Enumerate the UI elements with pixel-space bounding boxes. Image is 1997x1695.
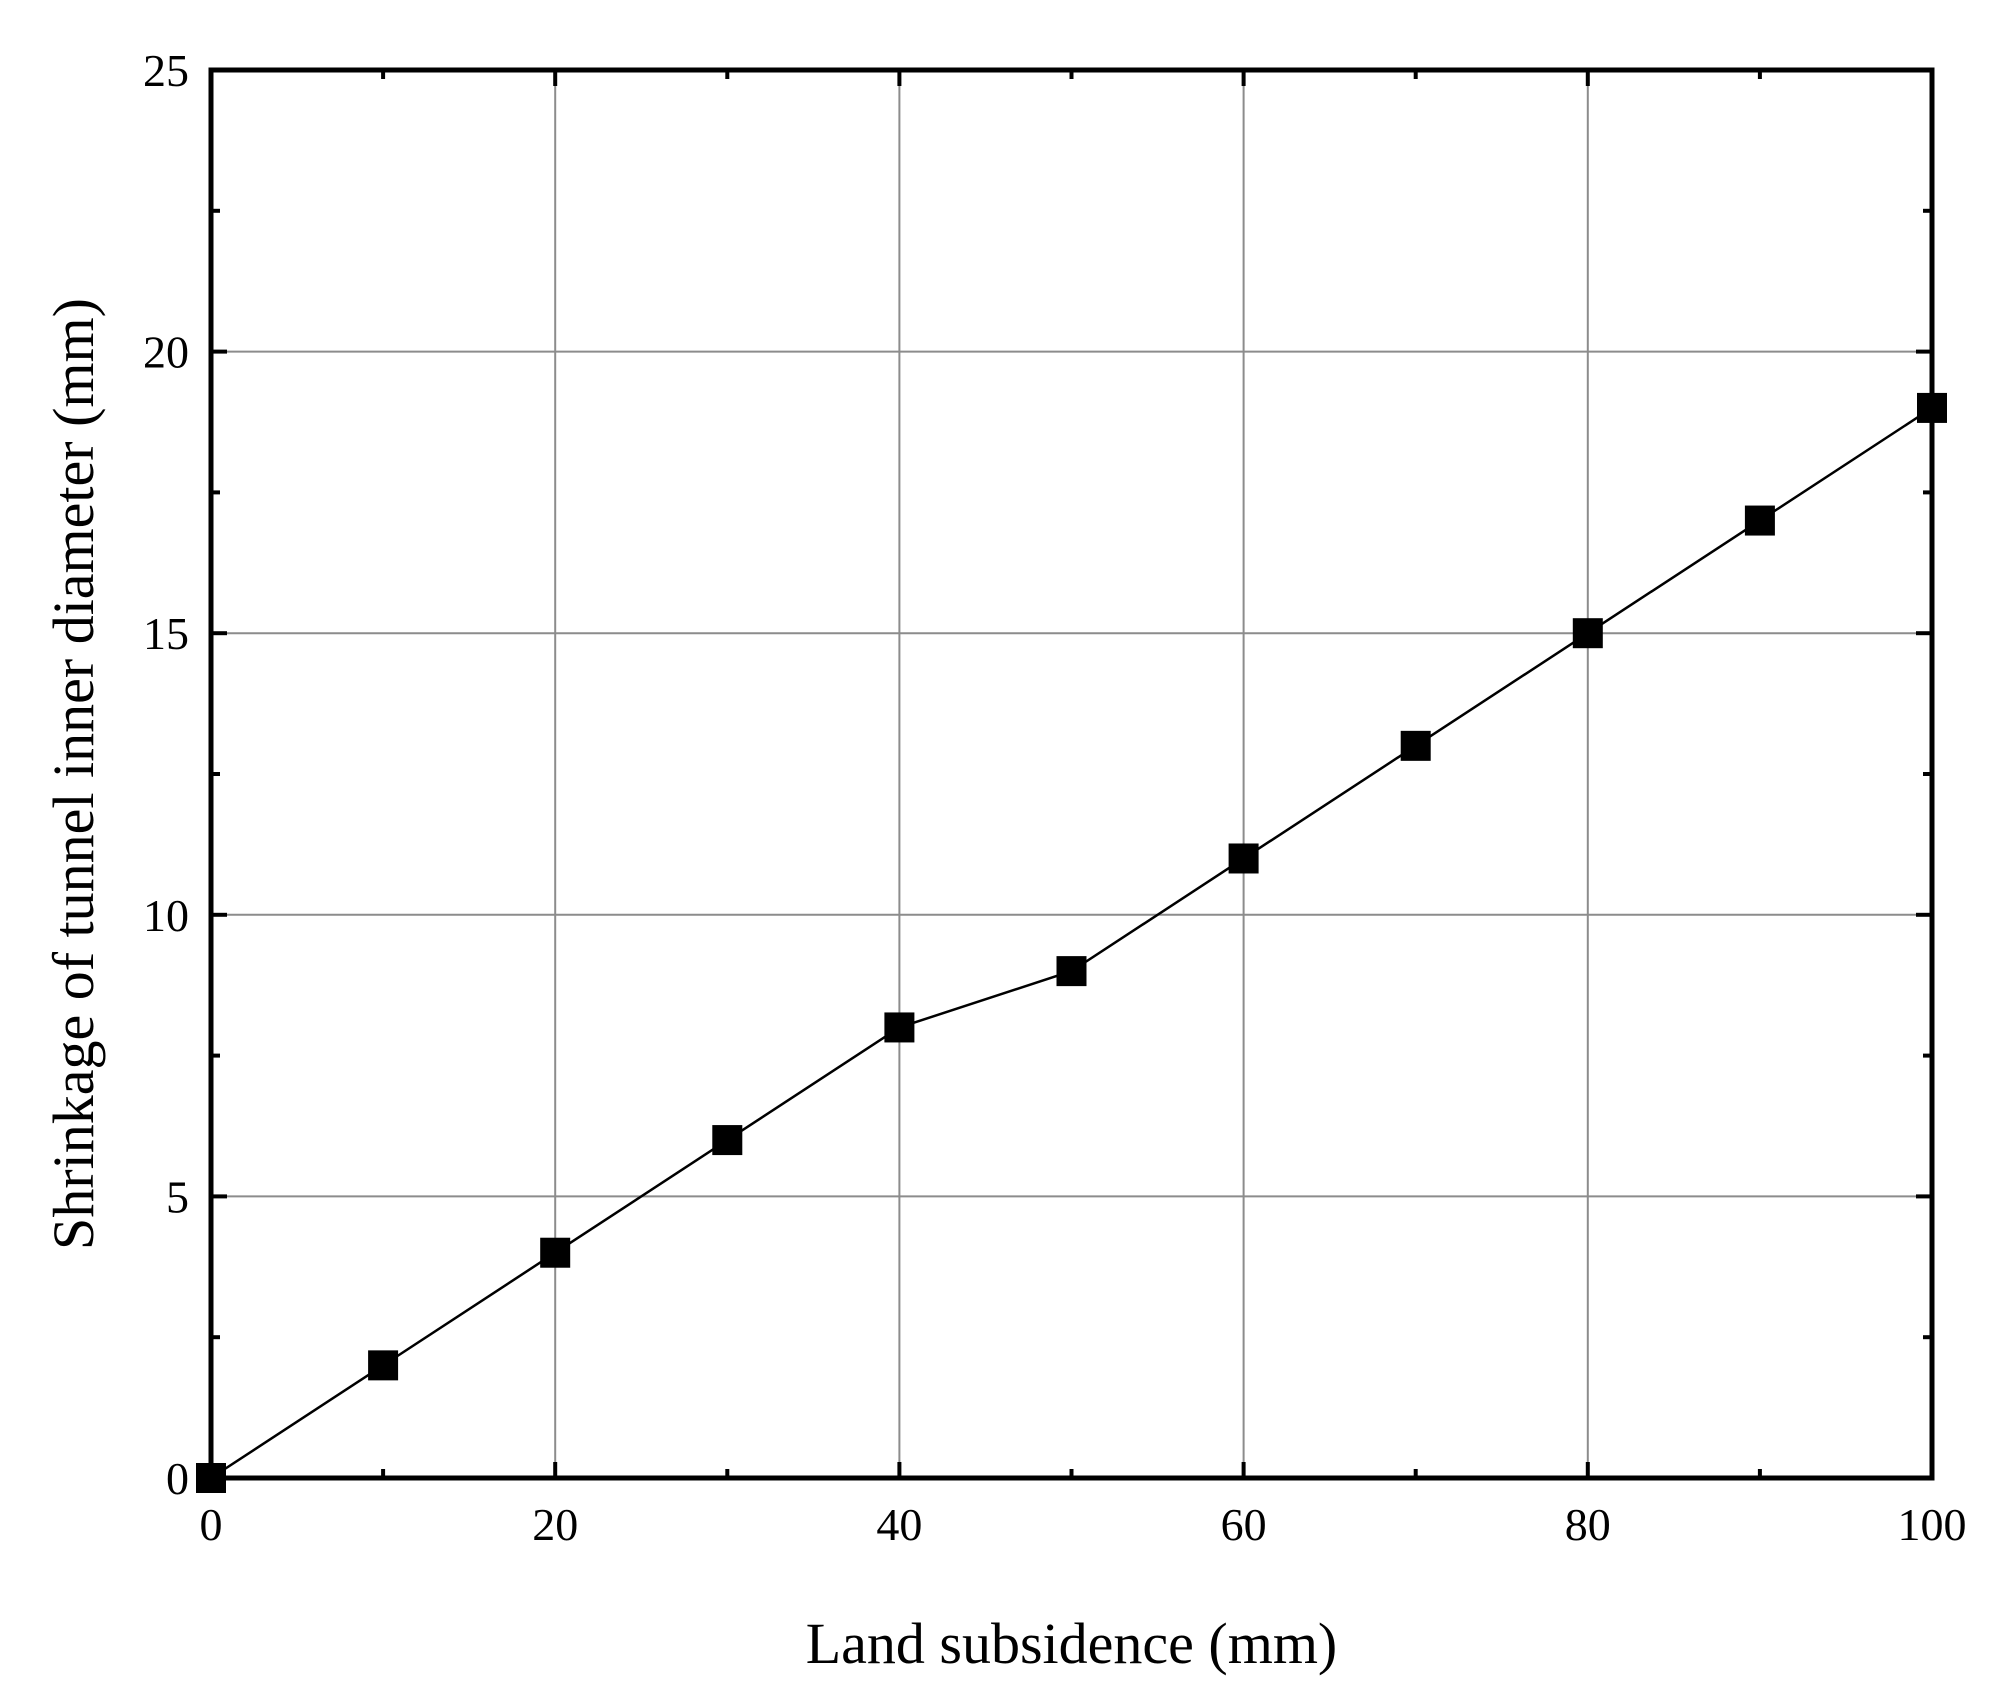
y-tick-label: 0 (166, 1453, 189, 1504)
data-point (1056, 956, 1087, 987)
grid-lines (211, 70, 1932, 1478)
y-tick-label: 5 (166, 1171, 189, 1222)
x-tick-label: 40 (876, 1499, 922, 1550)
x-tick-label: 100 (1898, 1499, 1967, 1550)
x-tick-label: 60 (1221, 1499, 1267, 1550)
tick-labels: 0 20 40 60 80 100 0 5 10 15 20 25 (143, 45, 1967, 1550)
x-tick-label: 80 (1565, 1499, 1611, 1550)
y-tick-label: 25 (143, 45, 189, 96)
x-tick-label: 20 (532, 1499, 578, 1550)
axis-ticks (209, 68, 1934, 1480)
y-tick-label: 10 (143, 890, 189, 941)
series (196, 392, 1947, 1493)
data-point (1400, 730, 1431, 761)
x-tick-label: 0 (200, 1499, 223, 1550)
data-point (1228, 843, 1259, 874)
data-point (1744, 505, 1775, 536)
data-point (368, 1350, 399, 1381)
y-axis-title: Shrinkage of tunnel inner diameter (mm) (41, 298, 106, 1250)
data-point (1572, 618, 1603, 649)
plot-frame (208, 67, 1935, 1481)
y-tick-label: 20 (143, 327, 189, 378)
series-layer (196, 392, 1947, 1493)
data-point (884, 1012, 915, 1043)
x-axis-title: Land subsidence (mm) (806, 1611, 1338, 1676)
data-point (712, 1125, 743, 1156)
data-point (540, 1237, 571, 1268)
series-line (210, 406, 1933, 1480)
y-tick-label: 15 (143, 608, 189, 659)
